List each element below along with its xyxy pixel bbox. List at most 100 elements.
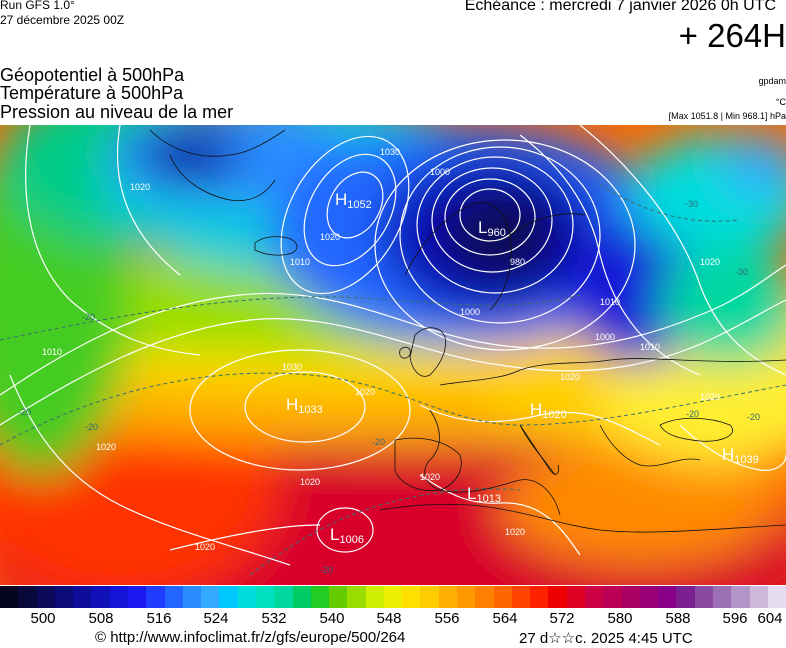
isobars	[0, 125, 786, 566]
color-scale-swatch	[219, 586, 238, 608]
color-scale-swatch	[18, 586, 37, 608]
color-scale-swatch	[658, 586, 677, 608]
color-scale-tick: 532	[261, 610, 287, 627]
isobar-label: 1020	[320, 232, 340, 242]
pressure-center-high: H1039	[722, 445, 759, 466]
coast-scandinavia	[404, 202, 586, 311]
color-scale-tick: 508	[88, 610, 114, 627]
temperature-label: -20	[320, 565, 333, 575]
color-scale-swatch	[694, 586, 713, 608]
generation-date: 27 d☆☆c. 2025 4:45 UTC	[519, 630, 693, 647]
isobar-label: 1000	[595, 332, 615, 342]
pressure-center-high: H1052	[335, 190, 372, 211]
coast-greenland	[149, 129, 286, 202]
isobar-label: 1020	[130, 182, 150, 192]
color-scale-swatch	[182, 586, 202, 608]
color-scale-swatch	[749, 586, 768, 608]
color-scale-swatch	[274, 586, 293, 608]
color-scale-swatch	[109, 586, 128, 608]
isobar-label: 1020	[96, 442, 116, 452]
color-scale-tick: 588	[665, 610, 691, 627]
isobar-label: 1020	[420, 472, 440, 482]
color-scale-swatch	[493, 586, 512, 608]
color-scale-tick: 540	[319, 610, 345, 627]
unit-pressure-range: [Max 1051.8 | Min 968.1] hPa	[668, 111, 786, 121]
isobar-high-4	[244, 371, 366, 443]
isobar-label: 1030	[282, 362, 302, 372]
color-scale-swatch	[73, 586, 92, 608]
color-scale-swatch	[383, 586, 403, 608]
isobar-wave-8	[419, 404, 661, 446]
isotherm-3	[249, 488, 521, 576]
color-scale-swatch	[438, 586, 458, 608]
color-scale-swatch	[767, 586, 786, 608]
coast-british-isles	[399, 327, 447, 377]
color-scale-swatch	[475, 586, 494, 608]
isobar-wave-11	[169, 524, 321, 551]
color-scale	[0, 586, 786, 608]
color-scale-swatch	[621, 586, 640, 608]
color-scale-swatch	[310, 586, 330, 608]
variable-pressure: Pression au niveau de la mer	[0, 102, 234, 122]
coast-europe	[424, 358, 786, 516]
pressure-center-high: H1020	[530, 400, 567, 421]
unit-temperature: °C	[775, 97, 786, 107]
color-scale-tick: 572	[549, 610, 575, 627]
isobar-wave-5	[9, 374, 291, 566]
isobar-high-5	[189, 349, 411, 471]
coastlines	[149, 129, 786, 533]
isobar-low-4	[416, 156, 574, 294]
coast-italy	[519, 424, 559, 475]
isobar-wave-2	[0, 299, 786, 426]
color-scale-swatch	[0, 586, 19, 608]
color-scale-tick: 500	[30, 610, 56, 627]
color-scale-swatch	[566, 586, 585, 608]
temperature-label: -20	[82, 312, 95, 322]
forecast-horizon: + 264H	[678, 17, 786, 54]
isobar-low-7	[316, 507, 374, 553]
isobar-label: 1030	[380, 147, 400, 157]
color-scale-swatch	[237, 586, 256, 608]
color-scale-swatch	[548, 586, 567, 608]
isobar-wave-7	[579, 125, 786, 376]
isobar-low-3	[431, 167, 553, 273]
color-scale-swatch	[457, 586, 476, 608]
color-scale-swatch	[127, 586, 147, 608]
isobar-labels: 1020 1030 1000 980 1020 1010 1000 1010 1020 1030 1…	[42, 147, 720, 552]
color-scale-swatch	[731, 586, 750, 608]
run-title: Run GFS 1.0°	[0, 0, 75, 12]
isobar-label: 1000	[430, 167, 450, 177]
color-scale-swatch	[712, 586, 732, 608]
isobar-wave-4	[116, 125, 181, 276]
temperature-label: -20	[686, 409, 699, 419]
color-scale-tick: 548	[376, 610, 402, 627]
isobar-label: 1010	[290, 257, 310, 267]
coast-black-sea	[659, 417, 733, 442]
isobar-label: 980	[510, 257, 525, 267]
color-scale-swatch	[146, 586, 165, 608]
color-scale-swatch	[54, 586, 74, 608]
source-credit: © http://www.infoclimat.fr/z/gfs/europe/…	[95, 629, 406, 646]
color-scale-swatch	[292, 586, 311, 608]
isobar-high-2	[303, 153, 397, 267]
isobar-label: 1020	[505, 527, 525, 537]
run-date: 27 décembre 2025 00Z	[0, 13, 125, 27]
color-scale-tick: 524	[203, 610, 229, 627]
color-scale-swatch	[201, 586, 220, 608]
temperature-label: -30	[685, 199, 698, 209]
color-scale-swatch	[639, 586, 659, 608]
color-scale-swatch	[329, 586, 348, 608]
isobar-label: 1010	[42, 347, 62, 357]
isobar-wave-1	[0, 264, 786, 396]
pressure-center-low: L1006	[330, 525, 364, 546]
isobar-label: 1010	[640, 342, 660, 352]
coast-africa	[379, 503, 786, 533]
variable-temperature: Température à 500hPa	[0, 83, 184, 103]
isobar-high-3	[280, 135, 410, 295]
isobar-low-6	[374, 139, 636, 351]
forecast-valid-time: Echéance : mercredi 7 janvier 2026 0h UT…	[464, 0, 776, 14]
isobar-label: 1020	[700, 392, 720, 402]
color-scale-swatch	[511, 586, 531, 608]
unit-geopotential: gpdam	[758, 76, 786, 86]
